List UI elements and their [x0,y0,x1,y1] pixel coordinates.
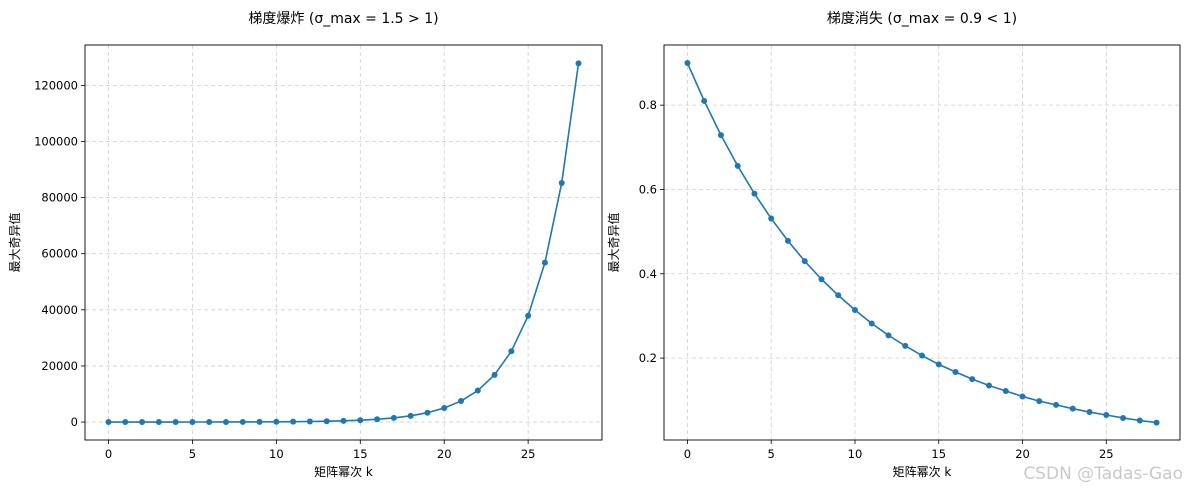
data-point [717,132,724,139]
data-point [969,376,976,383]
x-tick-label: 15 [931,447,946,461]
grid [85,45,602,440]
data-point [223,418,229,425]
data-point [541,259,548,266]
data-point [751,190,758,197]
data-point [801,258,808,265]
data-point [575,60,582,67]
axes-frame [84,44,603,441]
watermark: CSDN @Tadas-Gao [1023,464,1183,484]
data-point [1019,393,1026,400]
data-point [290,418,297,425]
data-point [851,307,858,314]
x-tick-label: 10 [848,447,863,461]
data-point [323,418,330,425]
chart-gradient-vanishing: 0 5 10 15 20 25 0.2 0.4 0.6 0.8 梯度消失 (σ_max = 0.9 … [606,11,1181,479]
data-point [1120,414,1127,421]
y-tick-label: 0 [71,415,78,429]
data-point [684,60,691,67]
x-axis-label: 矩阵幂次 k [314,465,373,479]
y-tick-label: 100000 [34,135,78,149]
data-point [1036,398,1043,405]
data-point [105,419,112,426]
data-point [1103,412,1110,419]
series-line [686,62,1157,424]
data-point [390,414,397,421]
x-axis-label: 矩阵幂次 k [893,465,952,479]
data-point [1053,401,1060,408]
data-point [986,382,993,389]
data-point [525,312,532,319]
data-point [256,418,263,425]
y-tick-label: 0.4 [639,267,657,281]
data-point [122,419,129,426]
grid [664,45,1180,440]
x-tick-label: 25 [521,447,536,461]
data-point [340,417,347,424]
data-point [424,409,431,416]
data-point [1153,419,1160,426]
chart-gradient-explosion: 0 5 10 15 20 25 0 20000 40000 60000 80000 100000 120… [7,11,603,479]
data-point [868,320,875,327]
x-tick-label: 5 [189,447,196,461]
data-point [139,419,146,426]
x-tick-label: 20 [1015,447,1030,461]
x-tick-label: 0 [105,447,112,461]
data-point [1136,417,1143,424]
x-tick-label: 10 [269,447,284,461]
data-point [935,361,942,368]
x-tick-label: 5 [768,447,775,461]
data-point [902,342,909,349]
data-point [239,418,246,425]
data-point [1086,409,1093,416]
data-point [919,352,925,359]
data-point [374,416,381,423]
data-point [1069,405,1076,412]
y-tick-label: 120000 [34,78,78,92]
y-tick-label: 80000 [41,191,78,205]
data-point [508,348,515,355]
data-point [206,418,213,425]
x-tick-label: 25 [1099,447,1114,461]
data-point [441,405,448,412]
y-tick-label: 0.8 [639,98,657,112]
y-tick-label: 0.2 [639,351,657,365]
data-point [768,215,775,222]
data-point [701,97,708,104]
data-point [357,417,364,424]
data-point [952,369,959,376]
y-axis-label: 最大奇异值 [606,212,621,272]
data-point [734,162,741,169]
data-point [558,179,565,186]
y-axis-label: 最大奇异值 [7,212,22,272]
data-point [407,412,414,419]
data-point [818,276,825,283]
axes-frame [663,44,1181,441]
y-tick-label: 20000 [41,359,78,373]
x-tick-label: 15 [353,447,368,461]
data-point [155,419,162,426]
data-point [273,418,280,425]
data-point [306,418,313,425]
chart-title: 梯度爆炸 (σ_max = 1.5 > 1) [248,11,438,27]
data-point [474,387,481,394]
y-tick-label: 0.6 [639,182,657,196]
x-tick-label: 0 [684,447,691,461]
y-tick-label: 60000 [41,247,78,261]
data-point [885,332,892,339]
data-point [189,419,196,426]
data-point [172,419,179,426]
data-point [784,237,791,244]
data-point [458,398,464,405]
series-line [108,63,580,423]
x-tick-label: 20 [437,447,452,461]
data-point [835,292,842,299]
chart-title: 梯度消失 (σ_max = 0.9 < 1) [827,11,1017,27]
data-point [491,371,498,378]
y-tick-label: 40000 [41,303,78,317]
data-point [1002,387,1009,394]
